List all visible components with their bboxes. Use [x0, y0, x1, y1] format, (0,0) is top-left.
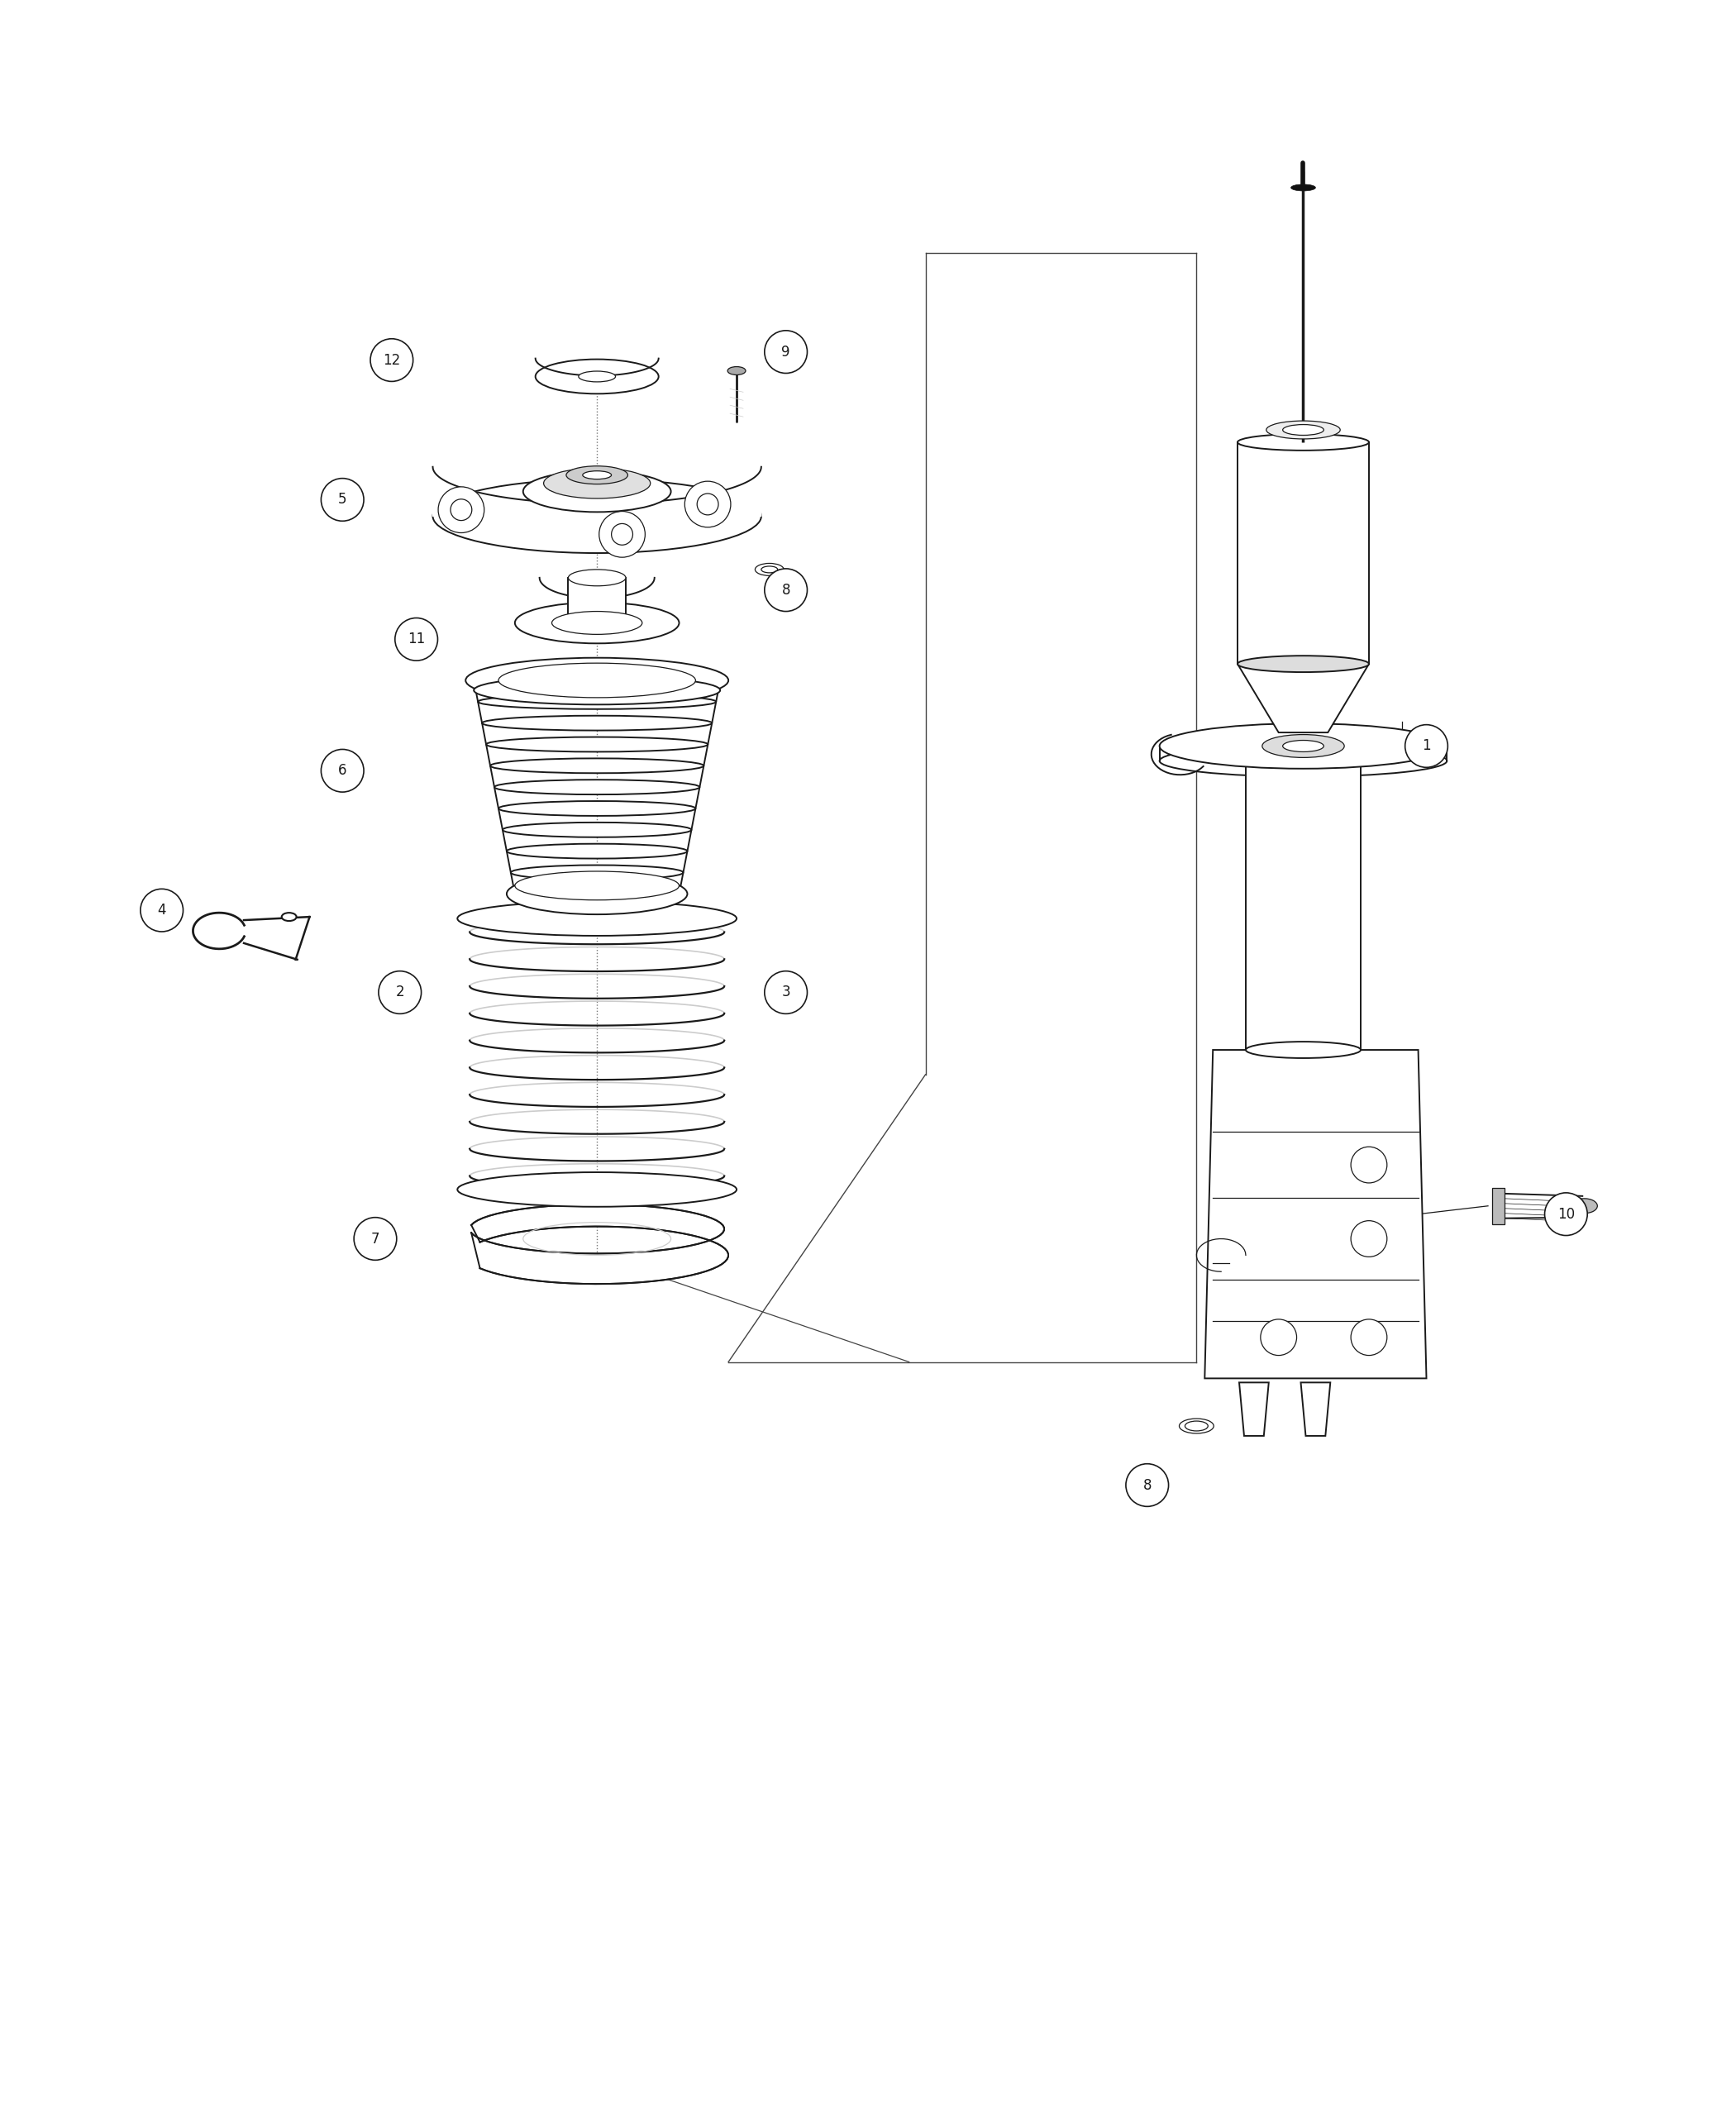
Ellipse shape — [1266, 422, 1340, 438]
Ellipse shape — [498, 801, 696, 816]
Ellipse shape — [1186, 1421, 1208, 1431]
Text: 2: 2 — [396, 984, 404, 999]
Polygon shape — [568, 578, 625, 622]
Polygon shape — [535, 358, 658, 377]
Text: 7: 7 — [372, 1231, 380, 1246]
Circle shape — [437, 487, 484, 533]
Ellipse shape — [502, 822, 691, 837]
Polygon shape — [1238, 443, 1370, 664]
Circle shape — [764, 331, 807, 373]
Text: 6: 6 — [339, 763, 347, 778]
Polygon shape — [1493, 1187, 1505, 1225]
Ellipse shape — [568, 569, 625, 586]
Ellipse shape — [516, 603, 679, 643]
Ellipse shape — [510, 864, 684, 879]
Ellipse shape — [477, 694, 715, 708]
Ellipse shape — [583, 470, 611, 479]
Ellipse shape — [552, 611, 642, 635]
Polygon shape — [1300, 1383, 1330, 1436]
Text: 1: 1 — [1422, 738, 1430, 753]
Circle shape — [1260, 1320, 1297, 1355]
Ellipse shape — [498, 664, 696, 698]
Ellipse shape — [1571, 1199, 1597, 1214]
Ellipse shape — [507, 843, 687, 858]
Polygon shape — [1238, 664, 1370, 731]
Text: 3: 3 — [781, 984, 790, 999]
Ellipse shape — [1179, 1419, 1213, 1433]
Ellipse shape — [516, 871, 679, 900]
Circle shape — [1127, 1463, 1168, 1507]
Circle shape — [141, 890, 182, 932]
Text: 10: 10 — [1557, 1206, 1575, 1221]
Ellipse shape — [523, 470, 670, 512]
Text: 12: 12 — [384, 352, 401, 367]
Text: 11: 11 — [408, 632, 425, 647]
Circle shape — [370, 339, 413, 382]
Ellipse shape — [281, 913, 297, 921]
Ellipse shape — [755, 563, 785, 575]
Ellipse shape — [465, 658, 729, 702]
Ellipse shape — [1246, 1041, 1361, 1058]
Text: 8: 8 — [1142, 1478, 1151, 1492]
Ellipse shape — [535, 358, 658, 394]
Circle shape — [1545, 1193, 1587, 1235]
Ellipse shape — [578, 371, 616, 382]
Ellipse shape — [474, 677, 720, 704]
Text: 5: 5 — [339, 493, 347, 508]
Text: 4: 4 — [158, 902, 167, 917]
Circle shape — [451, 500, 472, 521]
Polygon shape — [470, 1204, 729, 1284]
Text: 8: 8 — [781, 582, 790, 597]
Ellipse shape — [727, 367, 746, 375]
Ellipse shape — [483, 715, 712, 731]
Ellipse shape — [486, 738, 708, 753]
Ellipse shape — [566, 466, 628, 485]
Polygon shape — [432, 466, 762, 516]
Circle shape — [1351, 1320, 1387, 1355]
Ellipse shape — [1238, 656, 1370, 672]
Circle shape — [611, 523, 634, 546]
Circle shape — [698, 493, 719, 514]
Ellipse shape — [1238, 434, 1370, 451]
Ellipse shape — [516, 887, 679, 902]
Circle shape — [321, 748, 365, 793]
Ellipse shape — [432, 479, 762, 552]
Circle shape — [1351, 1147, 1387, 1183]
Ellipse shape — [1283, 424, 1325, 434]
Circle shape — [378, 972, 422, 1014]
Polygon shape — [540, 578, 654, 622]
Circle shape — [599, 512, 646, 557]
Ellipse shape — [1283, 740, 1325, 753]
Polygon shape — [1246, 759, 1361, 1050]
Ellipse shape — [1262, 734, 1344, 757]
Ellipse shape — [490, 759, 703, 774]
Ellipse shape — [474, 672, 720, 687]
Ellipse shape — [1160, 744, 1446, 776]
Ellipse shape — [457, 1172, 736, 1206]
Polygon shape — [1240, 1383, 1269, 1436]
Ellipse shape — [1292, 183, 1316, 192]
Circle shape — [1351, 1221, 1387, 1256]
Polygon shape — [1205, 1050, 1427, 1379]
Circle shape — [764, 972, 807, 1014]
Ellipse shape — [495, 780, 700, 795]
Ellipse shape — [457, 902, 736, 936]
Circle shape — [321, 479, 365, 521]
Circle shape — [1404, 725, 1448, 767]
Ellipse shape — [762, 567, 778, 573]
Circle shape — [684, 481, 731, 527]
Ellipse shape — [1160, 723, 1446, 769]
Circle shape — [354, 1218, 396, 1261]
Ellipse shape — [507, 873, 687, 915]
Circle shape — [396, 618, 437, 660]
Ellipse shape — [543, 468, 651, 497]
Text: 9: 9 — [781, 344, 790, 358]
Circle shape — [764, 569, 807, 611]
